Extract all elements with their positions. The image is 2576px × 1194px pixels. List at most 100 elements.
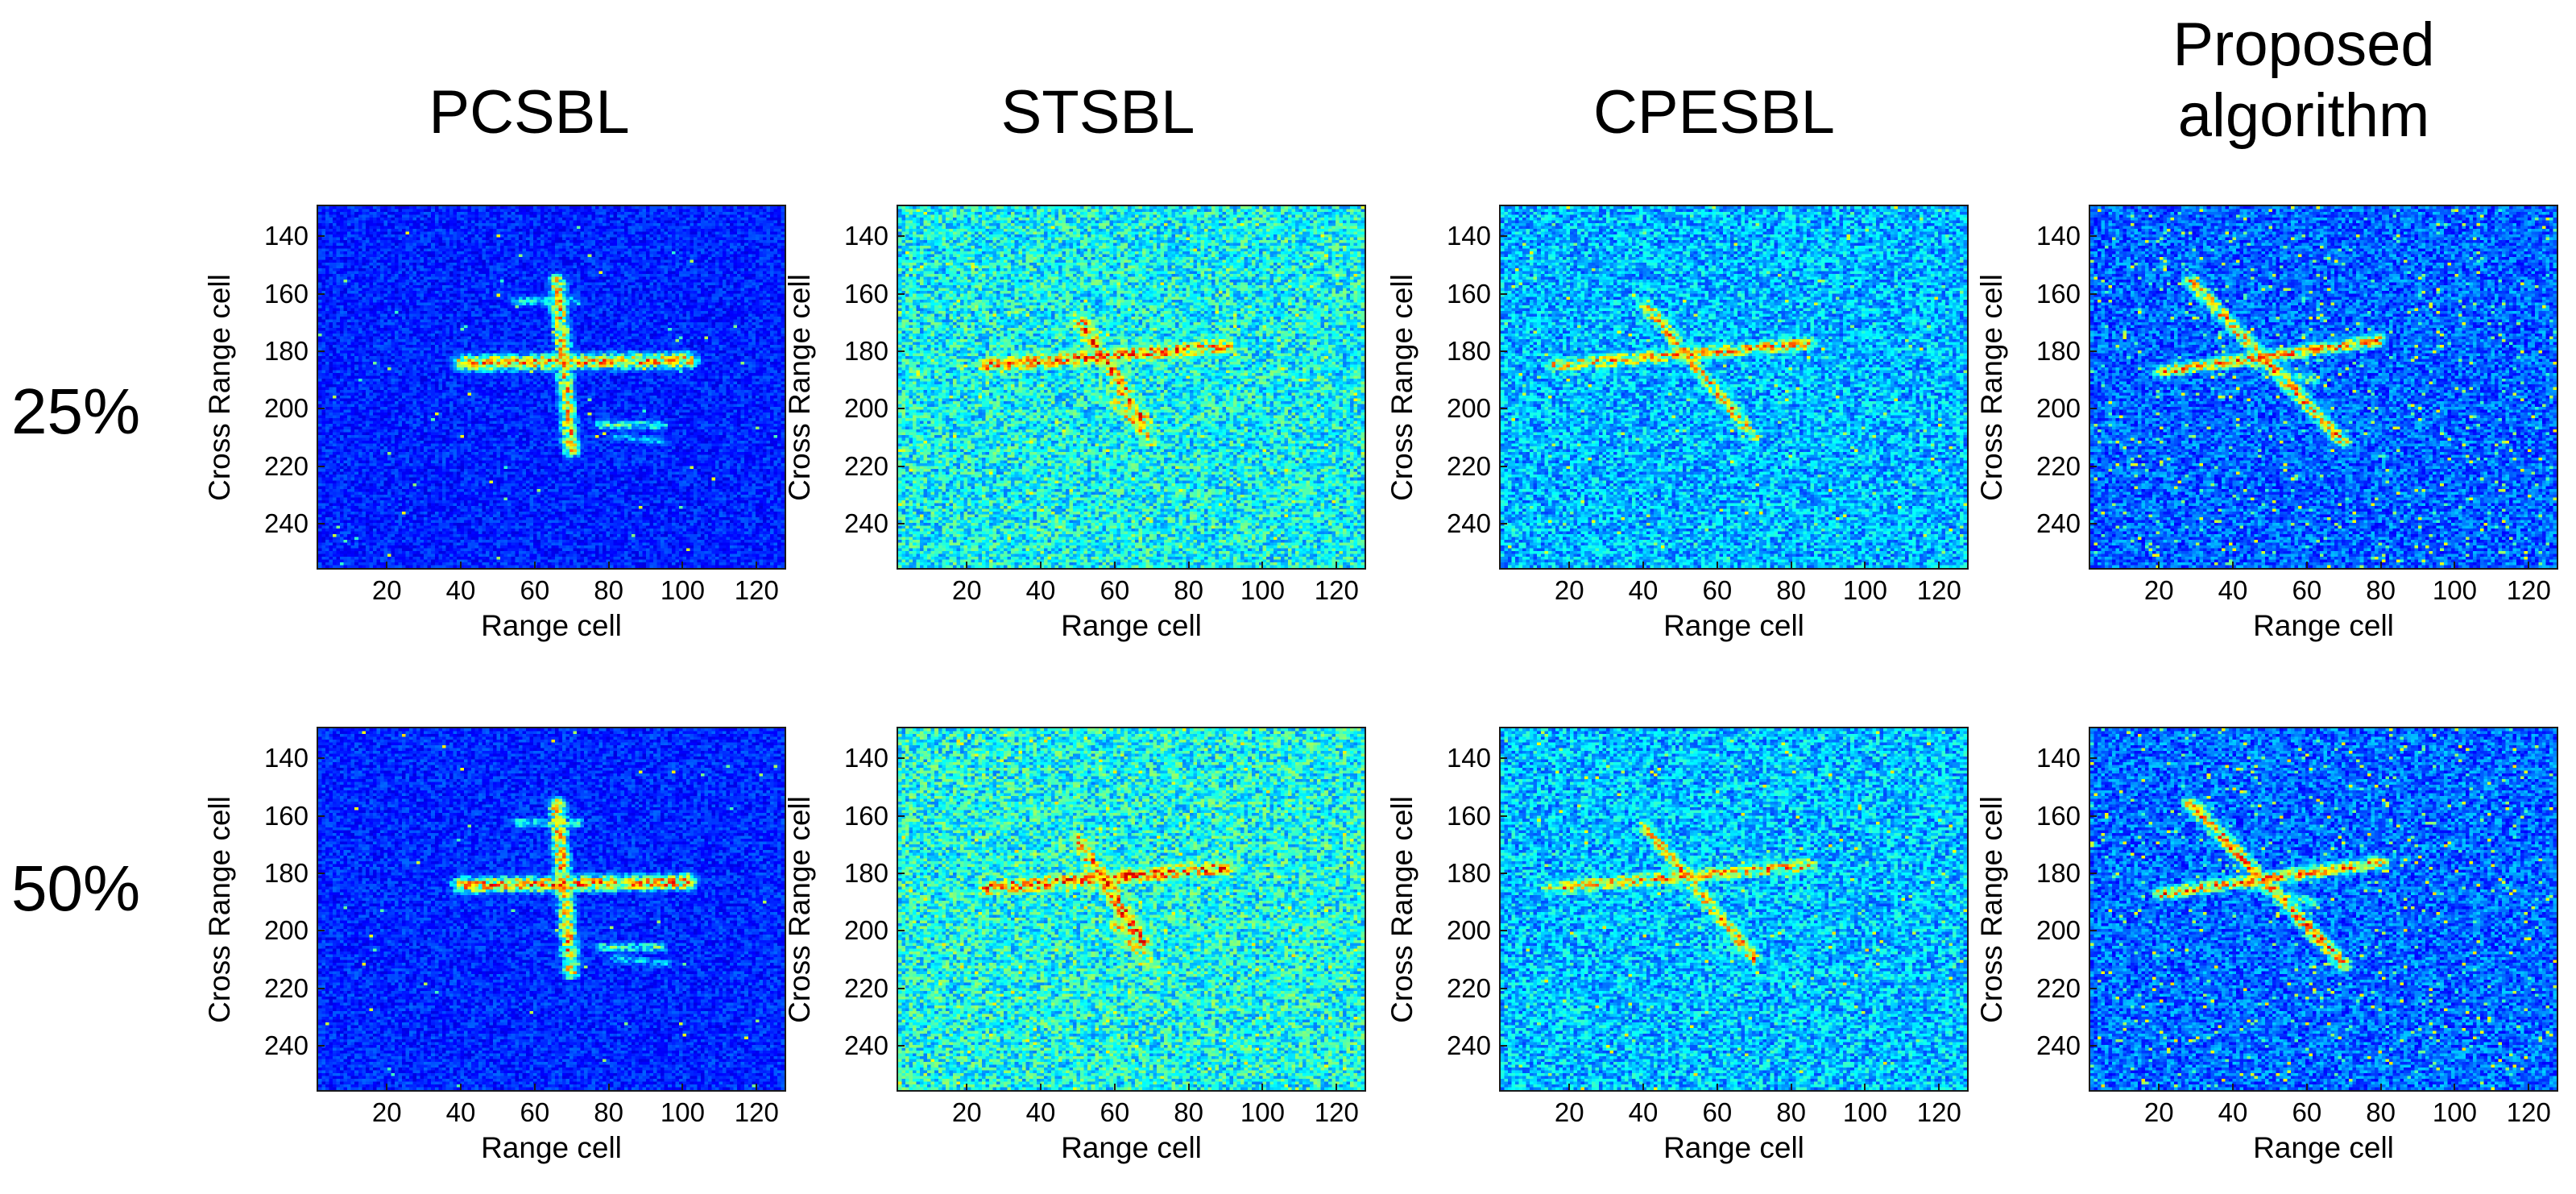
y-tick-mark — [318, 930, 325, 932]
y-tick-label: 240 — [843, 1030, 888, 1060]
y-tick-mark — [2090, 757, 2097, 760]
y-tick-mark — [2090, 235, 2097, 238]
y-tick-mark — [318, 872, 325, 874]
y-tick-mark — [1501, 522, 1507, 524]
x-tick-mark — [1113, 1084, 1116, 1090]
y-tick-label: 240 — [263, 1030, 309, 1060]
heatmap-panel-cpesbl-50 — [1499, 727, 1969, 1092]
x-tick-label: 100 — [660, 575, 705, 605]
x-tick-mark — [1568, 562, 1571, 568]
x-tick-mark — [756, 562, 758, 568]
x-tick-mark — [607, 562, 610, 568]
y-tick-label: 160 — [1446, 278, 1491, 309]
heatmap-image-cpesbl-50 — [1501, 728, 1967, 1090]
y-tick-label: 140 — [263, 743, 309, 773]
x-axis-label: Range cell — [481, 1131, 622, 1164]
x-tick-mark — [1040, 1084, 1042, 1090]
x-tick-mark — [2528, 562, 2530, 568]
y-tick-label: 140 — [843, 743, 888, 773]
y-axis-label: Cross Range cell — [203, 273, 236, 501]
x-tick-mark — [2454, 1084, 2456, 1090]
y-tick-mark — [2090, 522, 2097, 524]
y-tick-mark — [1501, 987, 1507, 989]
col-title-cpesbl: CPESBL — [1593, 78, 1835, 147]
y-tick-label: 220 — [263, 972, 309, 1003]
y-tick-mark — [898, 987, 905, 989]
heatmap-panel-pcsbl-50 — [317, 727, 786, 1092]
x-tick-label: 120 — [734, 1097, 779, 1127]
y-tick-mark — [318, 235, 325, 238]
row-label-50: 50% — [11, 852, 141, 924]
x-tick-label: 100 — [1842, 575, 1887, 605]
y-tick-mark — [1501, 872, 1507, 874]
heatmap-image-pcsbl-50 — [318, 728, 785, 1090]
x-tick-mark — [1261, 562, 1264, 568]
x-tick-mark — [533, 1084, 536, 1090]
x-tick-mark — [2528, 1084, 2530, 1090]
x-tick-label: 40 — [2218, 1097, 2248, 1127]
heatmap-image-stsbl-25 — [898, 206, 1365, 568]
y-tick-label: 140 — [2036, 221, 2081, 251]
y-tick-label: 160 — [843, 278, 888, 309]
y-tick-mark — [318, 757, 325, 760]
x-axis-label: Range cell — [2253, 609, 2394, 642]
x-tick-label: 80 — [1776, 1097, 1806, 1127]
y-tick-mark — [1501, 465, 1507, 467]
y-tick-label: 160 — [263, 278, 309, 309]
y-tick-label: 180 — [263, 857, 309, 888]
x-tick-mark — [1938, 1084, 1940, 1090]
x-tick-label: 40 — [1628, 1097, 1659, 1127]
x-tick-mark — [607, 1084, 610, 1090]
x-tick-label: 40 — [445, 575, 476, 605]
y-tick-mark — [318, 522, 325, 524]
y-tick-mark — [2090, 1044, 2097, 1047]
x-tick-mark — [2454, 562, 2456, 568]
x-axis-label: Range cell — [1663, 609, 1804, 642]
x-tick-label: 120 — [2506, 1097, 2551, 1127]
y-tick-label: 160 — [263, 800, 309, 831]
x-tick-label: 60 — [2292, 1097, 2322, 1127]
x-tick-label: 40 — [1628, 575, 1659, 605]
x-tick-label: 60 — [2292, 575, 2322, 605]
y-tick-mark — [318, 1044, 325, 1047]
y-tick-mark — [318, 465, 325, 467]
x-tick-mark — [1642, 1084, 1645, 1090]
heatmap-panel-cpesbl-25 — [1499, 205, 1969, 570]
x-tick-label: 80 — [594, 1097, 623, 1127]
x-tick-mark — [2305, 1084, 2308, 1090]
x-tick-mark — [1790, 1084, 1792, 1090]
x-tick-mark — [2305, 562, 2308, 568]
y-tick-mark — [2090, 872, 2097, 874]
y-tick-label: 180 — [2036, 857, 2081, 888]
x-tick-mark — [1187, 1084, 1190, 1090]
x-tick-label: 80 — [1174, 575, 1203, 605]
y-tick-label: 200 — [263, 915, 309, 946]
x-tick-mark — [2158, 562, 2160, 568]
y-tick-label: 180 — [1446, 335, 1491, 366]
x-tick-label: 20 — [951, 575, 982, 605]
x-tick-label: 60 — [520, 575, 550, 605]
y-tick-label: 160 — [2036, 800, 2081, 831]
y-tick-label: 200 — [843, 393, 888, 424]
y-tick-mark — [898, 930, 905, 932]
y-tick-mark — [898, 872, 905, 874]
x-tick-label: 20 — [2143, 1097, 2174, 1127]
y-tick-label: 200 — [2036, 393, 2081, 424]
y-tick-label: 200 — [843, 915, 888, 946]
y-tick-label: 240 — [1446, 508, 1491, 538]
x-tick-label: 20 — [951, 1097, 982, 1127]
y-tick-label: 220 — [843, 450, 888, 481]
x-tick-label: 120 — [734, 575, 779, 605]
y-tick-mark — [1501, 930, 1507, 932]
x-tick-mark — [1864, 562, 1866, 568]
y-axis-label: Cross Range cell — [1385, 795, 1418, 1023]
y-tick-mark — [2090, 292, 2097, 295]
y-tick-label: 240 — [1446, 1030, 1491, 1060]
y-tick-label: 160 — [2036, 278, 2081, 309]
x-tick-label: 120 — [1916, 575, 1961, 605]
y-tick-mark — [898, 522, 905, 524]
x-tick-mark — [1261, 1084, 1264, 1090]
y-tick-label: 240 — [2036, 1030, 2081, 1060]
x-tick-label: 20 — [371, 575, 402, 605]
y-tick-label: 140 — [843, 221, 888, 251]
